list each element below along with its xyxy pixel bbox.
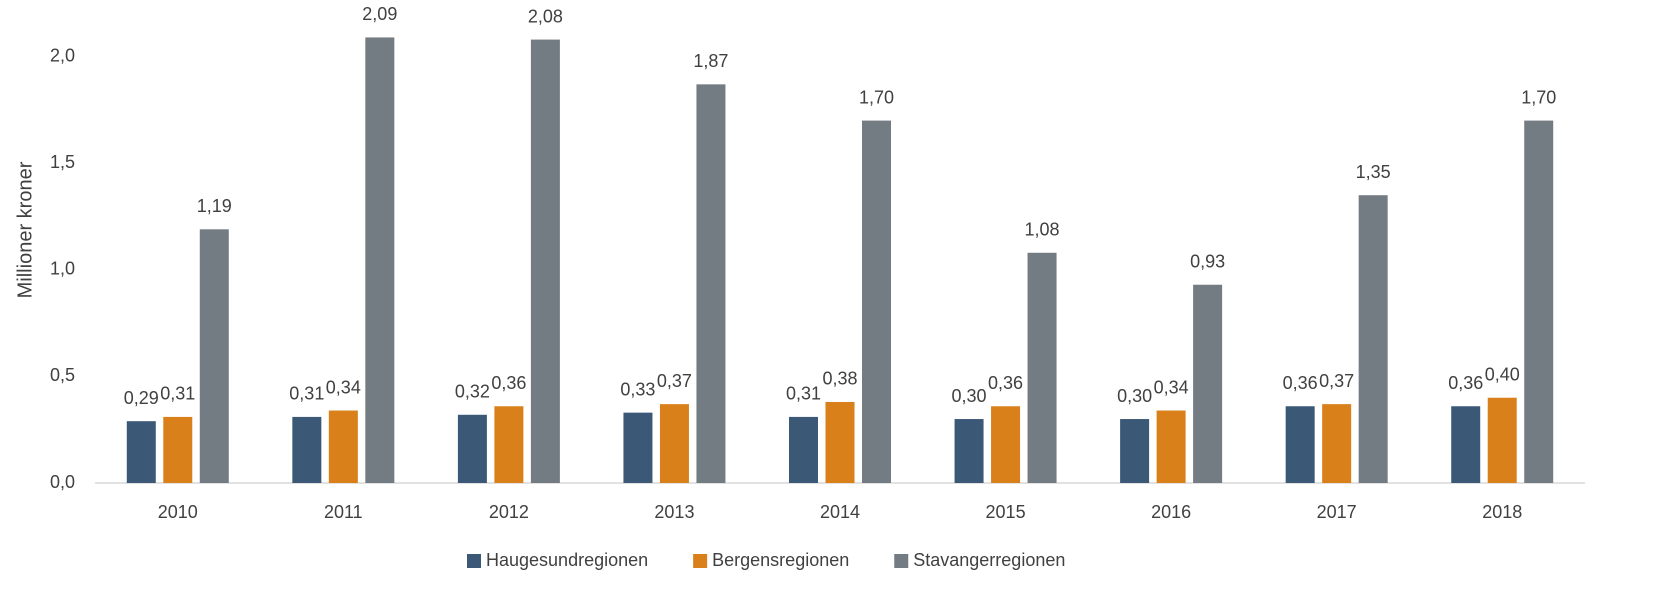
value-label: 0,37	[1319, 371, 1354, 391]
bar	[1322, 404, 1352, 483]
bar	[659, 404, 689, 483]
value-label: 0,36	[1283, 373, 1318, 393]
y-axis-label: Millioner kroner	[14, 161, 36, 298]
value-label: 0,36	[988, 373, 1023, 393]
bar	[292, 416, 322, 483]
bar	[1156, 410, 1186, 483]
bar	[1524, 120, 1554, 483]
x-tick-label: 2017	[1317, 502, 1357, 522]
x-tick-label: 2013	[654, 502, 694, 522]
bar	[1193, 284, 1223, 483]
value-label: 1,08	[1025, 220, 1060, 240]
legend-label: Haugesundregionen	[486, 550, 648, 570]
x-tick-label: 2010	[158, 502, 198, 522]
value-label: 0,34	[326, 377, 361, 397]
x-tick-label: 2012	[489, 502, 529, 522]
y-tick-label: 0,0	[50, 472, 75, 492]
bar	[623, 412, 653, 483]
value-label: 0,31	[160, 384, 195, 404]
value-label: 2,08	[528, 6, 563, 26]
value-label: 0,33	[620, 379, 655, 399]
bar	[825, 401, 855, 483]
y-tick-label: 0,5	[50, 365, 75, 385]
legend-swatch	[467, 554, 481, 568]
value-label: 0,36	[1448, 373, 1483, 393]
bar	[163, 416, 193, 483]
value-label: 1,87	[693, 51, 728, 71]
value-label: 0,37	[657, 371, 692, 391]
value-label: 0,31	[786, 384, 821, 404]
bar	[1487, 397, 1517, 483]
bar	[530, 39, 560, 483]
x-tick-label: 2016	[1151, 502, 1191, 522]
x-tick-label: 2011	[324, 502, 363, 522]
bar	[1358, 195, 1388, 484]
bar	[126, 421, 156, 483]
y-tick-label: 2,0	[50, 45, 75, 65]
value-label: 1,19	[197, 196, 232, 216]
value-label: 0,38	[822, 369, 857, 389]
bar	[199, 229, 229, 483]
bar	[1120, 419, 1150, 483]
value-label: 1,70	[1521, 87, 1556, 107]
bar	[789, 416, 818, 483]
value-label: 0,29	[124, 388, 159, 408]
y-tick-label: 1,0	[50, 259, 75, 279]
bar	[457, 414, 487, 483]
legend-label: Bergensregionen	[712, 550, 849, 570]
value-label: 2,09	[362, 4, 397, 24]
bar	[494, 406, 524, 483]
value-label: 0,32	[455, 382, 490, 402]
bar	[1451, 406, 1481, 483]
legend-swatch	[693, 554, 708, 568]
value-label: 1,35	[1356, 162, 1391, 182]
value-label: 0,40	[1485, 364, 1520, 384]
legend-label: Stavangerregionen	[913, 550, 1065, 570]
bar	[862, 120, 891, 483]
value-label: 0,36	[491, 373, 526, 393]
value-label: 0,93	[1190, 251, 1225, 271]
bar	[1285, 406, 1315, 483]
bar	[991, 406, 1021, 483]
bar	[1027, 252, 1057, 483]
y-tick-label: 1,5	[50, 152, 75, 172]
value-label: 0,31	[289, 384, 324, 404]
bar	[954, 419, 984, 483]
value-label: 0,30	[952, 386, 987, 406]
x-tick-label: 2014	[820, 502, 860, 522]
value-label: 1,70	[859, 87, 894, 107]
bar	[328, 410, 358, 483]
legend-swatch	[894, 554, 909, 568]
value-label: 0,34	[1154, 377, 1189, 397]
bar	[365, 37, 395, 483]
value-label: 0,30	[1117, 386, 1152, 406]
x-tick-label: 2015	[986, 502, 1026, 522]
x-tick-label: 2018	[1482, 502, 1522, 522]
bar	[696, 84, 726, 483]
